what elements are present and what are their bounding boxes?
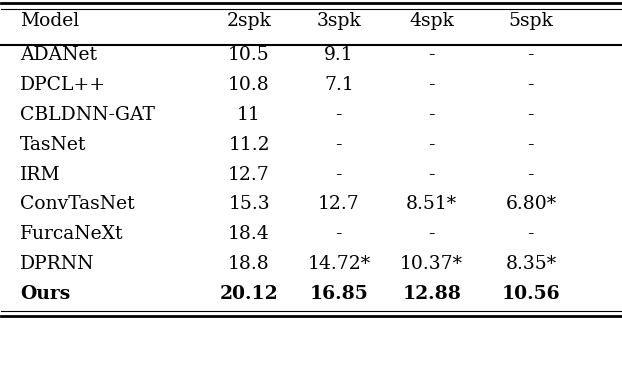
Text: -: - [527,46,534,64]
Text: -: - [527,76,534,94]
Text: DPRNN: DPRNN [20,255,95,273]
Text: -: - [336,165,342,184]
Text: ADANet: ADANet [20,46,97,64]
Text: Model: Model [20,12,79,30]
Text: -: - [527,225,534,243]
Text: 8.35*: 8.35* [505,255,557,273]
Text: 15.3: 15.3 [228,195,270,213]
Text: 20.12: 20.12 [220,285,279,303]
Text: 10.37*: 10.37* [400,255,463,273]
Text: -: - [429,76,435,94]
Text: 12.88: 12.88 [402,285,461,303]
Text: TasNet: TasNet [20,136,86,154]
Text: 18.8: 18.8 [228,255,270,273]
Text: 8.51*: 8.51* [406,195,457,213]
Text: -: - [429,106,435,124]
Text: 12.7: 12.7 [318,195,360,213]
Text: -: - [336,136,342,154]
Text: FurcaNeXt: FurcaNeXt [20,225,123,243]
Text: 11: 11 [237,106,261,124]
Text: 3spk: 3spk [317,12,361,30]
Text: 12.7: 12.7 [228,165,270,184]
Text: 18.4: 18.4 [228,225,270,243]
Text: 9.1: 9.1 [324,46,354,64]
Text: DPCL++: DPCL++ [20,76,106,94]
Text: ConvTasNet: ConvTasNet [20,195,134,213]
Text: -: - [429,136,435,154]
Text: 10.5: 10.5 [228,46,270,64]
Text: -: - [429,225,435,243]
Text: 7.1: 7.1 [324,76,354,94]
Text: -: - [429,46,435,64]
Text: -: - [429,165,435,184]
Text: 10.56: 10.56 [501,285,560,303]
Text: 11.2: 11.2 [228,136,270,154]
Text: 16.85: 16.85 [310,285,368,303]
Text: -: - [336,225,342,243]
Text: -: - [527,165,534,184]
Text: 10.8: 10.8 [228,76,270,94]
Text: -: - [336,106,342,124]
Text: 14.72*: 14.72* [307,255,371,273]
Text: 4spk: 4spk [409,12,454,30]
Text: -: - [527,136,534,154]
Text: -: - [527,106,534,124]
Text: CBLDNN-GAT: CBLDNN-GAT [20,106,155,124]
Text: 6.80*: 6.80* [505,195,557,213]
Text: 2spk: 2spk [226,12,272,30]
Text: 5spk: 5spk [508,12,553,30]
Text: IRM: IRM [20,165,60,184]
Text: Ours: Ours [20,285,70,303]
